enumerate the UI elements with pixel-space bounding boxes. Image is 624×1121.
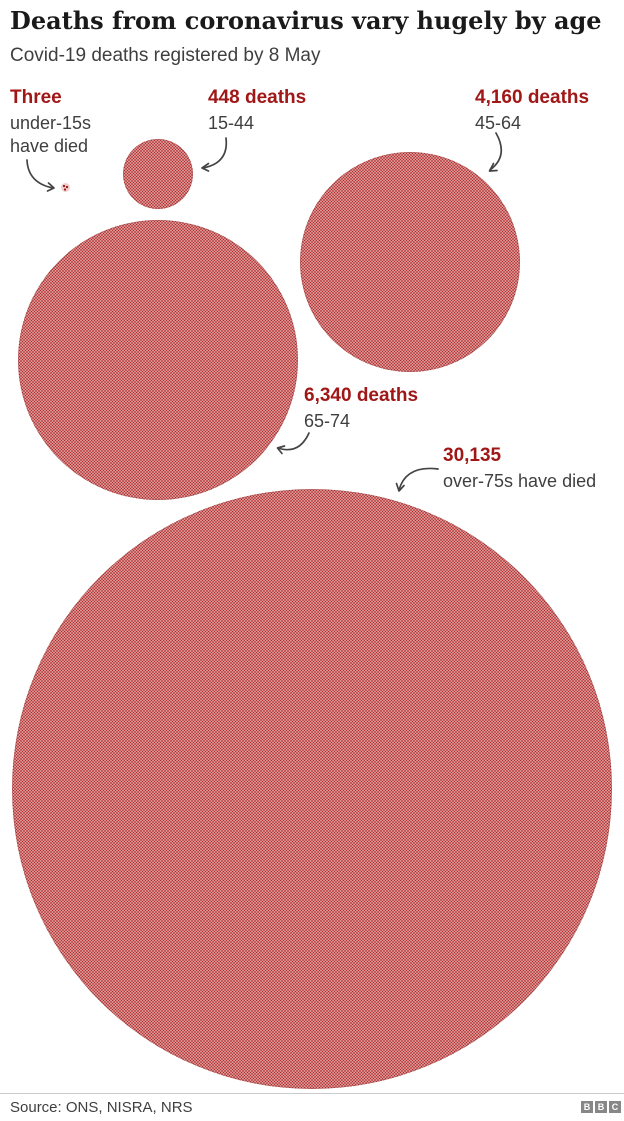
label-under-15: Three under-15s have died [10, 86, 91, 158]
footer: Source: ONS, NISRA, NRS B B C [0, 1093, 624, 1121]
bbc-logo-block-c: C [609, 1101, 621, 1113]
bbc-logo-block-b2: B [595, 1101, 607, 1113]
label-65-74-value: 6,340 deaths [304, 385, 419, 406]
circle-15-44 [123, 139, 193, 209]
circle-65-74 [18, 220, 298, 500]
arrow-15-44 [201, 137, 228, 172]
arrow-under-15 [26, 159, 55, 192]
circle-45-64 [300, 152, 520, 372]
label-over-75-sub: over-75s have died [443, 471, 597, 491]
label-45-64: 4,160 deaths 45-64 [475, 86, 589, 135]
bbc-logo: B B C [581, 1101, 621, 1113]
label-over-75-value: 30,135 [443, 445, 502, 466]
label-under-15-sub2: have died [10, 136, 89, 156]
label-15-44: 448 deaths 15-44 [208, 86, 306, 135]
chart-title: Deaths from coronavirus vary hugely by a… [10, 6, 602, 35]
chart-subtitle: Covid-19 deaths registered by 8 May [10, 45, 321, 66]
label-65-74: 6,340 deaths 65-74 [304, 384, 418, 433]
label-15-44-value: 448 deaths [208, 87, 307, 108]
label-under-15-value: Three [10, 87, 62, 108]
arrow-65-74 [276, 432, 310, 455]
label-45-64-value: 4,160 deaths [475, 87, 590, 108]
label-65-74-sub: 65-74 [304, 411, 351, 431]
circle-over-75 [12, 489, 612, 1089]
label-under-15-sub1: under-15s [10, 113, 92, 133]
label-15-44-sub: 15-44 [208, 113, 255, 133]
label-over-75: 30,135 over-75s have died [443, 444, 596, 493]
source-text: Source: ONS, NISRA, NRS [10, 1099, 193, 1116]
label-45-64-sub: 45-64 [475, 113, 522, 133]
bbc-logo-block-b1: B [581, 1101, 593, 1113]
arrow-45-64 [488, 132, 503, 172]
circle-under-15 [61, 183, 70, 192]
arrow-over-75 [395, 467, 439, 492]
